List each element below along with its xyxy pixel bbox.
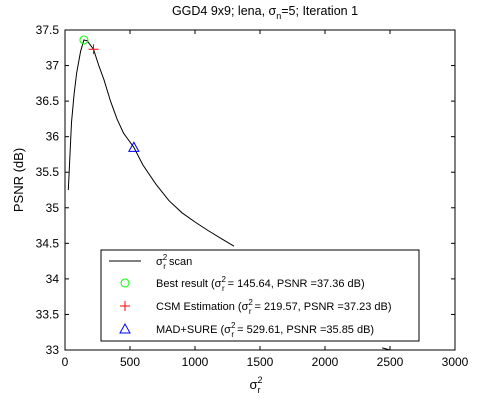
data-markers xyxy=(79,35,140,152)
y-tick-label: 33.5 xyxy=(36,307,60,321)
series-line-tail xyxy=(382,347,391,351)
x-tick-label: 3000 xyxy=(442,355,469,369)
x-tick-label: 0 xyxy=(62,355,69,369)
legend: σ2 r scan Best result (σ2 r = 145.64, PSNR… xyxy=(100,249,420,342)
x-tick-label: 1500 xyxy=(247,355,274,369)
y-tick-label: 35.5 xyxy=(36,165,60,179)
y-tick-label: 36.5 xyxy=(36,94,60,108)
series-line xyxy=(67,39,235,247)
x-tick-label: 2500 xyxy=(377,355,404,369)
plus-marker-icon xyxy=(120,301,130,311)
chart-title: GGD4 9x9; lena, σn=5; Iteration 1 xyxy=(172,4,358,21)
y-tick-label: 36 xyxy=(46,130,60,144)
legend-item-scan: σ2 r scan xyxy=(109,253,192,271)
x-axis-label: σ2 r xyxy=(249,375,262,395)
circle-marker-icon xyxy=(120,278,130,288)
legend-label-best: Best result (σ2 r = 145.64, PSNR =37.36 d… xyxy=(156,275,365,293)
legend-label-scan: σ2 r scan xyxy=(156,253,192,271)
csm-estimation-marker xyxy=(88,44,99,55)
axis-ticks: 0 500 1000 1500 2000 2500 3000 33 33.5 34 34.5 35 35… xyxy=(36,23,469,369)
legend-item-csm: CSM Estimation (σ2 r = 219.57, PSNR =37.2… xyxy=(120,298,392,316)
legend-item-mad-sure: MAD+SURE (σ2 r = 529.61, PSNR =35.85 dB) xyxy=(119,321,374,339)
y-axis-label: PSNR (dB) xyxy=(11,148,26,212)
y-tick-label: 35 xyxy=(46,201,60,215)
x-tick-label: 1000 xyxy=(182,355,209,369)
y-tick-label: 33 xyxy=(46,343,60,357)
legend-item-best: Best result (σ2 r = 145.64, PSNR =37.36 d… xyxy=(120,275,365,293)
y-tick-label: 34.5 xyxy=(36,236,60,250)
x-tick-label: 2000 xyxy=(312,355,339,369)
y-tick-label: 37 xyxy=(46,59,60,73)
best-result-marker xyxy=(79,35,89,45)
legend-label-csm: CSM Estimation (σ2 r = 219.57, PSNR =37.2… xyxy=(156,298,392,316)
triangle-marker-icon xyxy=(119,322,131,334)
legend-label-mad-sure: MAD+SURE (σ2 r = 529.61, PSNR =35.85 dB) xyxy=(156,321,374,339)
mad-sure-marker xyxy=(127,141,140,152)
x-tick-label: 500 xyxy=(120,355,140,369)
legend-box xyxy=(100,249,420,342)
y-tick-label: 37.5 xyxy=(36,23,60,37)
y-tick-label: 34 xyxy=(46,272,60,286)
